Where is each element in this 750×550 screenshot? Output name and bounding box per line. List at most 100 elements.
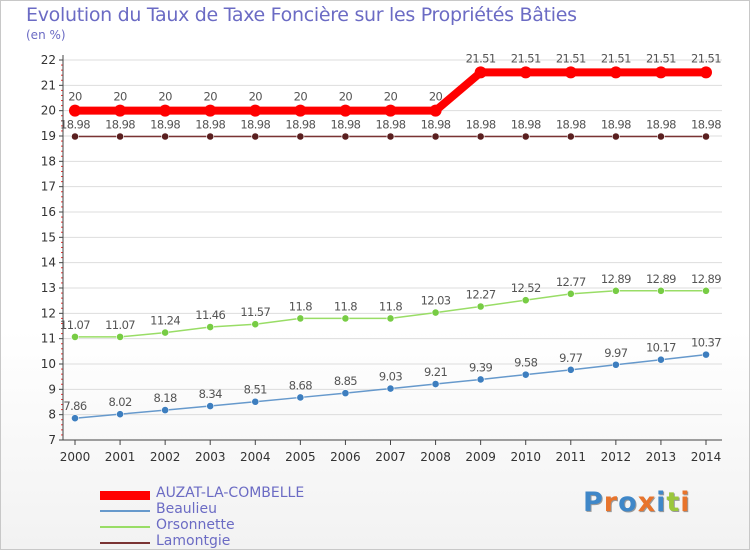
legend-label: Orsonnette — [156, 517, 235, 533]
data-point-beaulieu — [521, 370, 530, 379]
x-tick-label: 2005 — [285, 450, 316, 464]
data-label-auzat-la-combelle: 21.51 — [556, 51, 586, 65]
data-label-auzat-la-combelle: 20 — [294, 90, 308, 104]
data-label-lamontgie: 18.98 — [511, 118, 541, 132]
data-label-lamontgie: 18.98 — [646, 118, 676, 132]
data-point-auzat-la-combelle — [69, 104, 81, 117]
x-tick-label: 2006 — [330, 450, 361, 464]
data-point-beaulieu — [611, 360, 620, 369]
data-point-lamontgie — [657, 132, 665, 141]
y-tick-label: 8 — [48, 408, 56, 422]
data-point-beaulieu — [431, 380, 440, 388]
data-label-lamontgie: 18.98 — [376, 118, 406, 132]
data-point-auzat-la-combelle — [429, 104, 442, 117]
data-label-auzat-la-combelle: 20 — [249, 90, 263, 104]
data-label-orsonnette: 11.8 — [289, 299, 312, 313]
data-point-beaulieu — [71, 414, 79, 423]
data-label-beaulieu: 9.03 — [379, 370, 402, 384]
x-tick-label: 2011 — [556, 450, 587, 464]
data-label-beaulieu: 8.51 — [244, 383, 267, 397]
data-point-beaulieu — [341, 389, 350, 398]
data-point-auzat-la-combelle — [474, 66, 487, 79]
data-point-auzat-la-combelle — [114, 104, 127, 117]
data-point-lamontgie — [161, 132, 170, 141]
x-tick-label: 2012 — [601, 450, 632, 464]
y-tick-label: 18 — [41, 154, 56, 168]
data-point-beaulieu — [161, 406, 170, 415]
data-label-auzat-la-combelle: 20 — [429, 90, 443, 104]
logo-letter: x — [637, 487, 657, 518]
x-tick-label: 2002 — [150, 450, 181, 464]
x-tick-label: 2009 — [465, 450, 496, 464]
data-point-lamontgie — [71, 132, 79, 141]
data-label-auzat-la-combelle: 20 — [203, 90, 217, 104]
y-tick-label: 12 — [41, 306, 56, 320]
data-label-beaulieu: 9.39 — [469, 360, 492, 374]
x-tick-label: 2004 — [240, 450, 271, 464]
y-tick-label: 7 — [48, 433, 56, 447]
data-label-beaulieu: 10.17 — [646, 341, 676, 355]
data-label-lamontgie: 18.98 — [150, 118, 180, 132]
data-point-lamontgie — [116, 132, 124, 141]
data-label-auzat-la-combelle: 20 — [384, 90, 398, 104]
data-point-orsonnette — [341, 314, 350, 323]
logo-letter: o — [618, 487, 638, 518]
chart-subtitle: (en %) — [26, 28, 66, 42]
data-point-lamontgie — [476, 132, 485, 141]
data-label-beaulieu: 9.21 — [424, 365, 447, 379]
y-tick-label: 17 — [41, 180, 56, 194]
proxiti-logo: Proxiti — [583, 487, 691, 518]
data-label-lamontgie: 18.98 — [421, 118, 451, 132]
legend-swatch — [100, 526, 150, 528]
data-label-orsonnette: 11.8 — [379, 299, 402, 313]
data-label-auzat-la-combelle: 20 — [339, 90, 353, 104]
data-label-auzat-la-combelle: 20 — [158, 90, 172, 104]
data-label-orsonnette: 12.89 — [601, 272, 631, 286]
x-tick-label: 2014 — [691, 450, 722, 464]
data-point-auzat-la-combelle — [249, 104, 262, 117]
data-point-beaulieu — [657, 355, 665, 364]
data-label-auzat-la-combelle: 21.51 — [511, 51, 541, 65]
y-tick-label: 20 — [41, 104, 56, 118]
y-tick-label: 14 — [41, 256, 56, 270]
data-point-beaulieu — [702, 350, 710, 359]
data-point-auzat-la-combelle — [564, 66, 577, 79]
data-label-beaulieu: 8.18 — [154, 391, 177, 405]
data-label-beaulieu: 8.34 — [199, 387, 222, 401]
data-point-beaulieu — [116, 410, 124, 419]
y-tick-label: 15 — [41, 230, 56, 244]
data-label-beaulieu: 10.37 — [691, 336, 721, 350]
data-point-lamontgie — [296, 132, 305, 141]
data-label-beaulieu: 8.85 — [334, 374, 357, 388]
data-label-auzat-la-combelle: 21.51 — [646, 51, 676, 65]
data-point-orsonnette — [386, 314, 395, 323]
x-tick-label: 2000 — [60, 450, 91, 464]
data-label-orsonnette: 12.52 — [511, 281, 541, 295]
y-tick-label: 9 — [48, 382, 56, 396]
data-point-beaulieu — [296, 393, 305, 402]
logo-letter: i — [680, 487, 691, 518]
data-label-lamontgie: 18.98 — [691, 118, 721, 132]
logo-letter: P — [583, 487, 604, 518]
data-point-orsonnette — [206, 323, 215, 331]
logo-letter: t — [666, 487, 681, 518]
data-point-orsonnette — [431, 308, 440, 317]
data-label-orsonnette: 12.77 — [556, 275, 586, 289]
data-label-lamontgie: 18.98 — [285, 118, 315, 132]
data-point-orsonnette — [566, 289, 575, 298]
data-point-orsonnette — [702, 286, 710, 295]
legend-label: Lamontgie — [156, 533, 231, 549]
data-point-orsonnette — [161, 328, 170, 337]
x-tick-label: 2007 — [375, 450, 406, 464]
data-point-orsonnette — [296, 314, 305, 323]
data-label-auzat-la-combelle: 20 — [68, 90, 82, 104]
data-point-lamontgie — [251, 132, 260, 141]
data-label-auzat-la-combelle: 21.51 — [466, 51, 496, 65]
data-label-orsonnette: 11.07 — [105, 318, 135, 332]
data-point-beaulieu — [206, 402, 215, 410]
data-label-beaulieu: 9.77 — [559, 351, 582, 365]
data-label-lamontgie: 18.98 — [330, 118, 360, 132]
y-tick-label: 16 — [41, 205, 56, 219]
